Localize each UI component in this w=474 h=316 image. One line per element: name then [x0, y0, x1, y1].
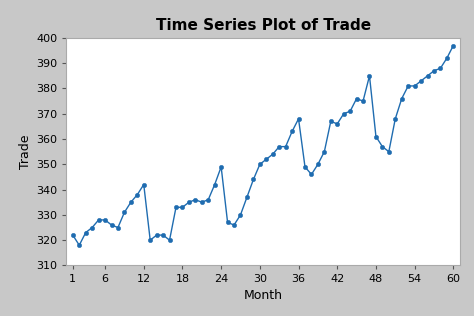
Y-axis label: Trade: Trade — [19, 134, 32, 169]
Title: Time Series Plot of Trade: Time Series Plot of Trade — [155, 18, 371, 33]
X-axis label: Month: Month — [244, 289, 283, 302]
